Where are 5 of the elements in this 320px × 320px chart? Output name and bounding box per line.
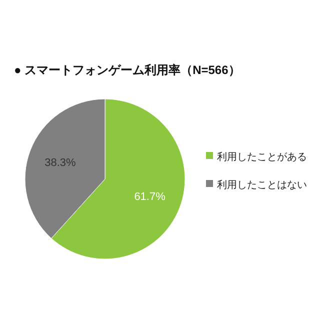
legend-label: 利用したことがある — [217, 151, 307, 163]
data-label: 61.7% — [134, 191, 166, 204]
data-label: 38.3% — [44, 156, 76, 169]
chart-title: ● スマートフォンゲーム利用率（N=566） — [14, 63, 240, 77]
legend-label: 利用したことはない — [217, 179, 307, 191]
